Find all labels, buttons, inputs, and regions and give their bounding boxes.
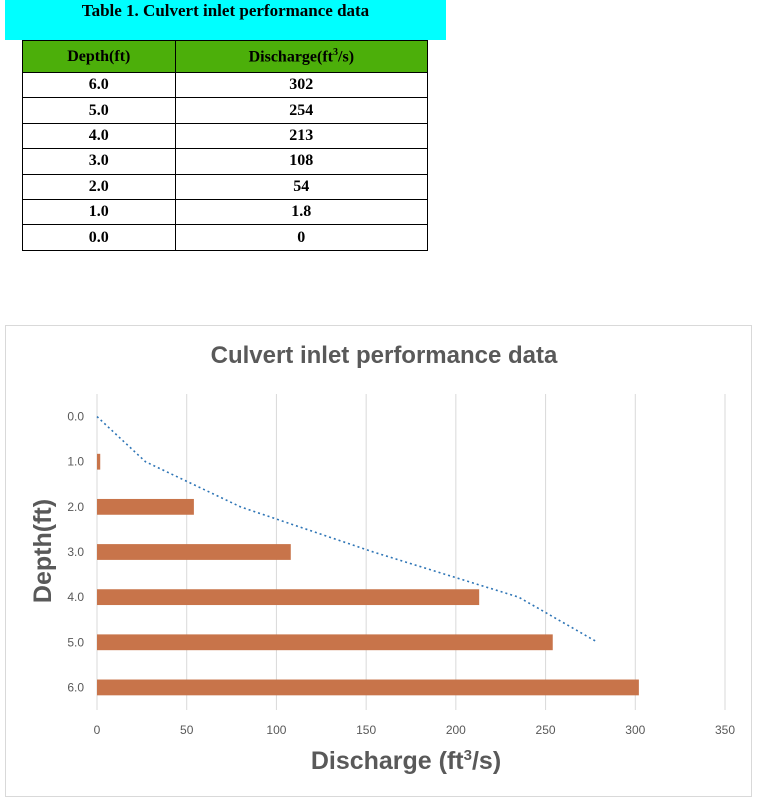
y-tick-label: 2.0: [67, 500, 84, 514]
x-axis-title-sup: 3: [464, 747, 472, 764]
y-tick-label: 6.0: [67, 680, 84, 694]
y-tick-label: 4.0: [67, 590, 84, 604]
x-tick-label: 50: [180, 723, 194, 737]
header-discharge-prefix: Discharge(ft: [248, 48, 334, 66]
bars: [97, 453, 639, 696]
y-tick-label: 3.0: [67, 545, 84, 559]
x-tick-label: 100: [266, 723, 286, 737]
y-axis-title: Depth(ft): [29, 499, 57, 603]
bar: [97, 453, 101, 470]
discharge-cell: 0: [174, 224, 429, 251]
depth-cell: 5.0: [22, 97, 176, 124]
chart-area: Culvert inlet performance data 0.0 1.0 2.0…: [5, 325, 752, 797]
table-header-row: Depth(ft) Discharge(ft3/s): [22, 40, 429, 73]
x-tick-label: 200: [446, 723, 466, 737]
depth-cell: 2.0: [22, 173, 176, 200]
bar: [97, 544, 291, 560]
depth-cell: 6.0: [22, 71, 176, 99]
x-tick-labels: 0 50 100 150 200 250 300 350: [94, 723, 736, 737]
chart-title: Culvert inlet performance data: [211, 342, 558, 369]
header-discharge-sup: 3: [333, 46, 339, 58]
discharge-cell: 54: [174, 173, 429, 200]
bar: [97, 634, 553, 651]
bar: [97, 589, 480, 606]
table-row: 4.0 213: [22, 122, 429, 150]
header-discharge: Discharge(ft3/s): [174, 40, 429, 73]
trendline: [96, 415, 599, 643]
depth-cell: 1.0: [22, 198, 176, 226]
discharge-chart: Culvert inlet performance data 0.0 1.0 2.0…: [29, 342, 736, 775]
table-row: 3.0 108: [22, 148, 429, 175]
header-depth: Depth(ft): [22, 40, 176, 73]
depth-cell: 0.0: [22, 224, 176, 251]
header-discharge-suffix: /s): [338, 48, 355, 66]
gridlines: [96, 394, 726, 710]
x-axis-title-suffix: /s): [472, 747, 501, 775]
bar: [97, 498, 194, 515]
discharge-cell: 254: [174, 97, 429, 124]
x-axis-title-prefix: Discharge (ft: [311, 747, 464, 775]
y-tick-labels: 0.0 1.0 2.0 3.0 4.0 5.0 6.0: [67, 410, 84, 695]
x-tick-label: 300: [625, 723, 645, 737]
table-row: 1.0 1.8: [22, 198, 429, 226]
table-row: 0.0 0: [22, 224, 429, 251]
depth-cell: 3.0: [22, 148, 176, 175]
discharge-cell: 108: [174, 148, 429, 175]
discharge-cell: 213: [174, 122, 429, 150]
depth-cell: 4.0: [22, 122, 176, 150]
y-tick-label: 0.0: [67, 410, 84, 424]
bar: [97, 679, 639, 696]
discharge-cell: 1.8: [174, 198, 429, 226]
x-tick-label: 0: [94, 723, 101, 737]
trendline-path: [96, 415, 599, 643]
y-tick-label: 5.0: [67, 635, 84, 649]
table-caption: Table 1. Culvert inlet performance data: [5, 0, 446, 40]
x-tick-label: 150: [356, 723, 376, 737]
table-row: 6.0 302: [22, 71, 429, 99]
x-tick-label: 350: [715, 723, 735, 737]
discharge-table: Depth(ft) Discharge(ft3/s) 6.0 302 5.0 254…: [22, 40, 429, 251]
table-row: 2.0 54: [22, 173, 429, 200]
discharge-cell: 302: [174, 71, 429, 99]
x-axis-title: Discharge (ft3/s): [311, 747, 501, 775]
y-tick-label: 1.0: [67, 455, 84, 469]
x-tick-label: 250: [536, 723, 556, 737]
table-row: 5.0 254: [22, 97, 429, 124]
